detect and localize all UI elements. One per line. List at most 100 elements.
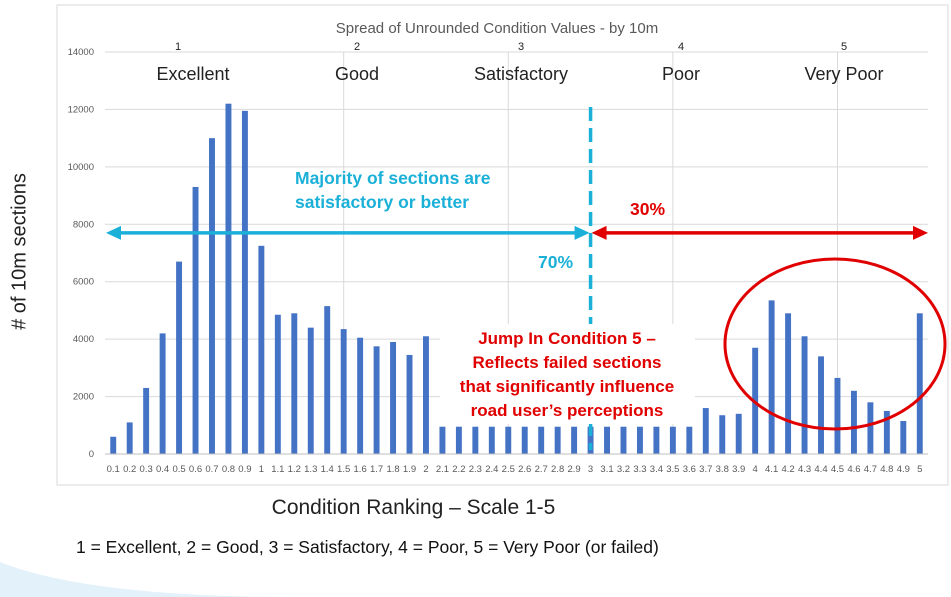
- data-bar: [423, 336, 429, 454]
- majority-annotation-line: Majority of sections are: [295, 168, 491, 188]
- x-tick-label: 0.9: [238, 464, 251, 475]
- y-axis-title: # of 10m sections: [8, 173, 31, 330]
- x-tick-label: 2: [423, 464, 428, 475]
- data-bar: [209, 138, 215, 454]
- data-bar: [390, 342, 397, 454]
- data-bar: [735, 413, 742, 454]
- data-bar: [538, 426, 545, 454]
- x-tick-label: 4.4: [814, 464, 827, 475]
- x-tick-label: 4.6: [847, 464, 860, 475]
- x-tick-label: 4.2: [781, 464, 794, 475]
- condition-number-label: 1: [175, 41, 181, 53]
- data-bar: [176, 261, 183, 454]
- data-bar: [554, 426, 561, 454]
- data-bar: [571, 426, 578, 454]
- x-tick-label: 0.3: [140, 464, 153, 475]
- x-tick-label: 2.5: [502, 464, 515, 475]
- data-bar: [505, 426, 512, 454]
- x-tick-label: 1.4: [321, 464, 334, 475]
- y-tick-label: 0: [89, 449, 94, 460]
- x-tick-label: 0.6: [189, 464, 202, 475]
- data-bar: [258, 245, 265, 454]
- data-bar: [867, 402, 874, 454]
- x-tick-label: 3.2: [617, 464, 630, 475]
- data-bar: [488, 426, 495, 454]
- x-tick-label: 2.3: [469, 464, 482, 475]
- y-tick-label: 8000: [73, 219, 94, 230]
- data-bar: [604, 426, 610, 454]
- data-bar: [521, 426, 528, 454]
- jump-annotation: Jump In Condition 5 – Reflects failed sec…: [460, 329, 674, 420]
- condition-category-label: Satisfactory: [474, 64, 568, 84]
- data-bar: [159, 333, 166, 454]
- x-tick-label: 3.3: [633, 464, 646, 475]
- x-tick-label: 1.8: [386, 464, 399, 475]
- data-bar: [143, 387, 150, 454]
- majority-annotation: Majority of sections are satisfactory or …: [295, 168, 491, 212]
- data-bar: [768, 300, 775, 454]
- jump-annotation-backing: [440, 324, 695, 424]
- x-tick-label: 2.2: [452, 464, 465, 475]
- highlight-ellipse: [723, 257, 947, 431]
- data-bar: [373, 346, 380, 454]
- x-tick-label: 1.6: [354, 464, 367, 475]
- data-bar: [406, 354, 413, 454]
- right-arrowhead-left: [591, 225, 607, 240]
- data-bar: [653, 426, 660, 454]
- data-bar: [126, 422, 133, 454]
- x-tick-label: 5: [917, 464, 922, 475]
- x-tick-label: 1.3: [304, 464, 317, 475]
- x-tick-label: 4.7: [864, 464, 877, 475]
- x-tick-label: 0.4: [156, 464, 169, 475]
- data-bar: [439, 426, 446, 454]
- x-tick-label: 0.2: [123, 464, 136, 475]
- x-tick-label: 3.8: [716, 464, 729, 475]
- data-bar: [472, 426, 479, 454]
- jump-annotation-line: road user’s perceptions: [471, 401, 664, 420]
- x-tick-label: 1.9: [403, 464, 416, 475]
- x-tick-label: 1.5: [337, 464, 350, 475]
- x-tick-label: 4.1: [765, 464, 778, 475]
- data-bar: [818, 356, 824, 454]
- y-tick-label: 6000: [73, 277, 94, 288]
- x-tick-label: 4.8: [880, 464, 893, 475]
- y-tick-label: 4000: [73, 334, 94, 345]
- x-tick-label: 1: [259, 464, 264, 475]
- data-bar: [455, 426, 462, 454]
- data-bar: [620, 426, 627, 454]
- right-percent-label: 30%: [630, 199, 665, 219]
- x-tick-label: 4.3: [798, 464, 811, 475]
- data-bar: [669, 426, 676, 454]
- chart-title: Spread of Unrounded Condition Values - b…: [336, 20, 658, 37]
- data-bar: [291, 313, 298, 454]
- condition-category-label: Poor: [662, 64, 700, 84]
- data-bar: [587, 426, 594, 454]
- condition-category-label: Excellent: [156, 64, 229, 84]
- x-tick-label: 4.9: [897, 464, 910, 475]
- x-tick-label: 4: [753, 464, 758, 475]
- y-tick-label: 12000: [68, 104, 94, 115]
- condition-number-label: 4: [678, 41, 684, 53]
- data-bar: [916, 313, 923, 454]
- data-bar: [225, 103, 232, 454]
- data-bar: [340, 329, 347, 454]
- condition-number-label: 3: [518, 41, 524, 53]
- condition-category-label: Good: [335, 64, 379, 84]
- data-bar: [357, 337, 364, 454]
- left-arrowhead: [106, 225, 121, 240]
- jump-annotation-line: Reflects failed sections: [473, 353, 662, 372]
- data-bar: [834, 377, 841, 454]
- data-bar: [850, 390, 857, 454]
- chart-frame: [56, 4, 949, 486]
- jump-annotation-line: that significantly influence: [460, 377, 674, 396]
- x-tick-label: 2.9: [568, 464, 581, 475]
- x-tick-label: 4.5: [831, 464, 844, 475]
- x-tick-label: 2.8: [551, 464, 564, 475]
- x-tick-label: 0.5: [172, 464, 185, 475]
- x-tick-label: 2.4: [485, 464, 498, 475]
- condition-key-footnote: 1 = Excellent, 2 = Good, 3 = Satisfactor…: [76, 537, 659, 557]
- x-tick-label: 0.8: [222, 464, 235, 475]
- x-tick-label: 3.6: [683, 464, 696, 475]
- x-tick-label: 3.1: [600, 464, 613, 475]
